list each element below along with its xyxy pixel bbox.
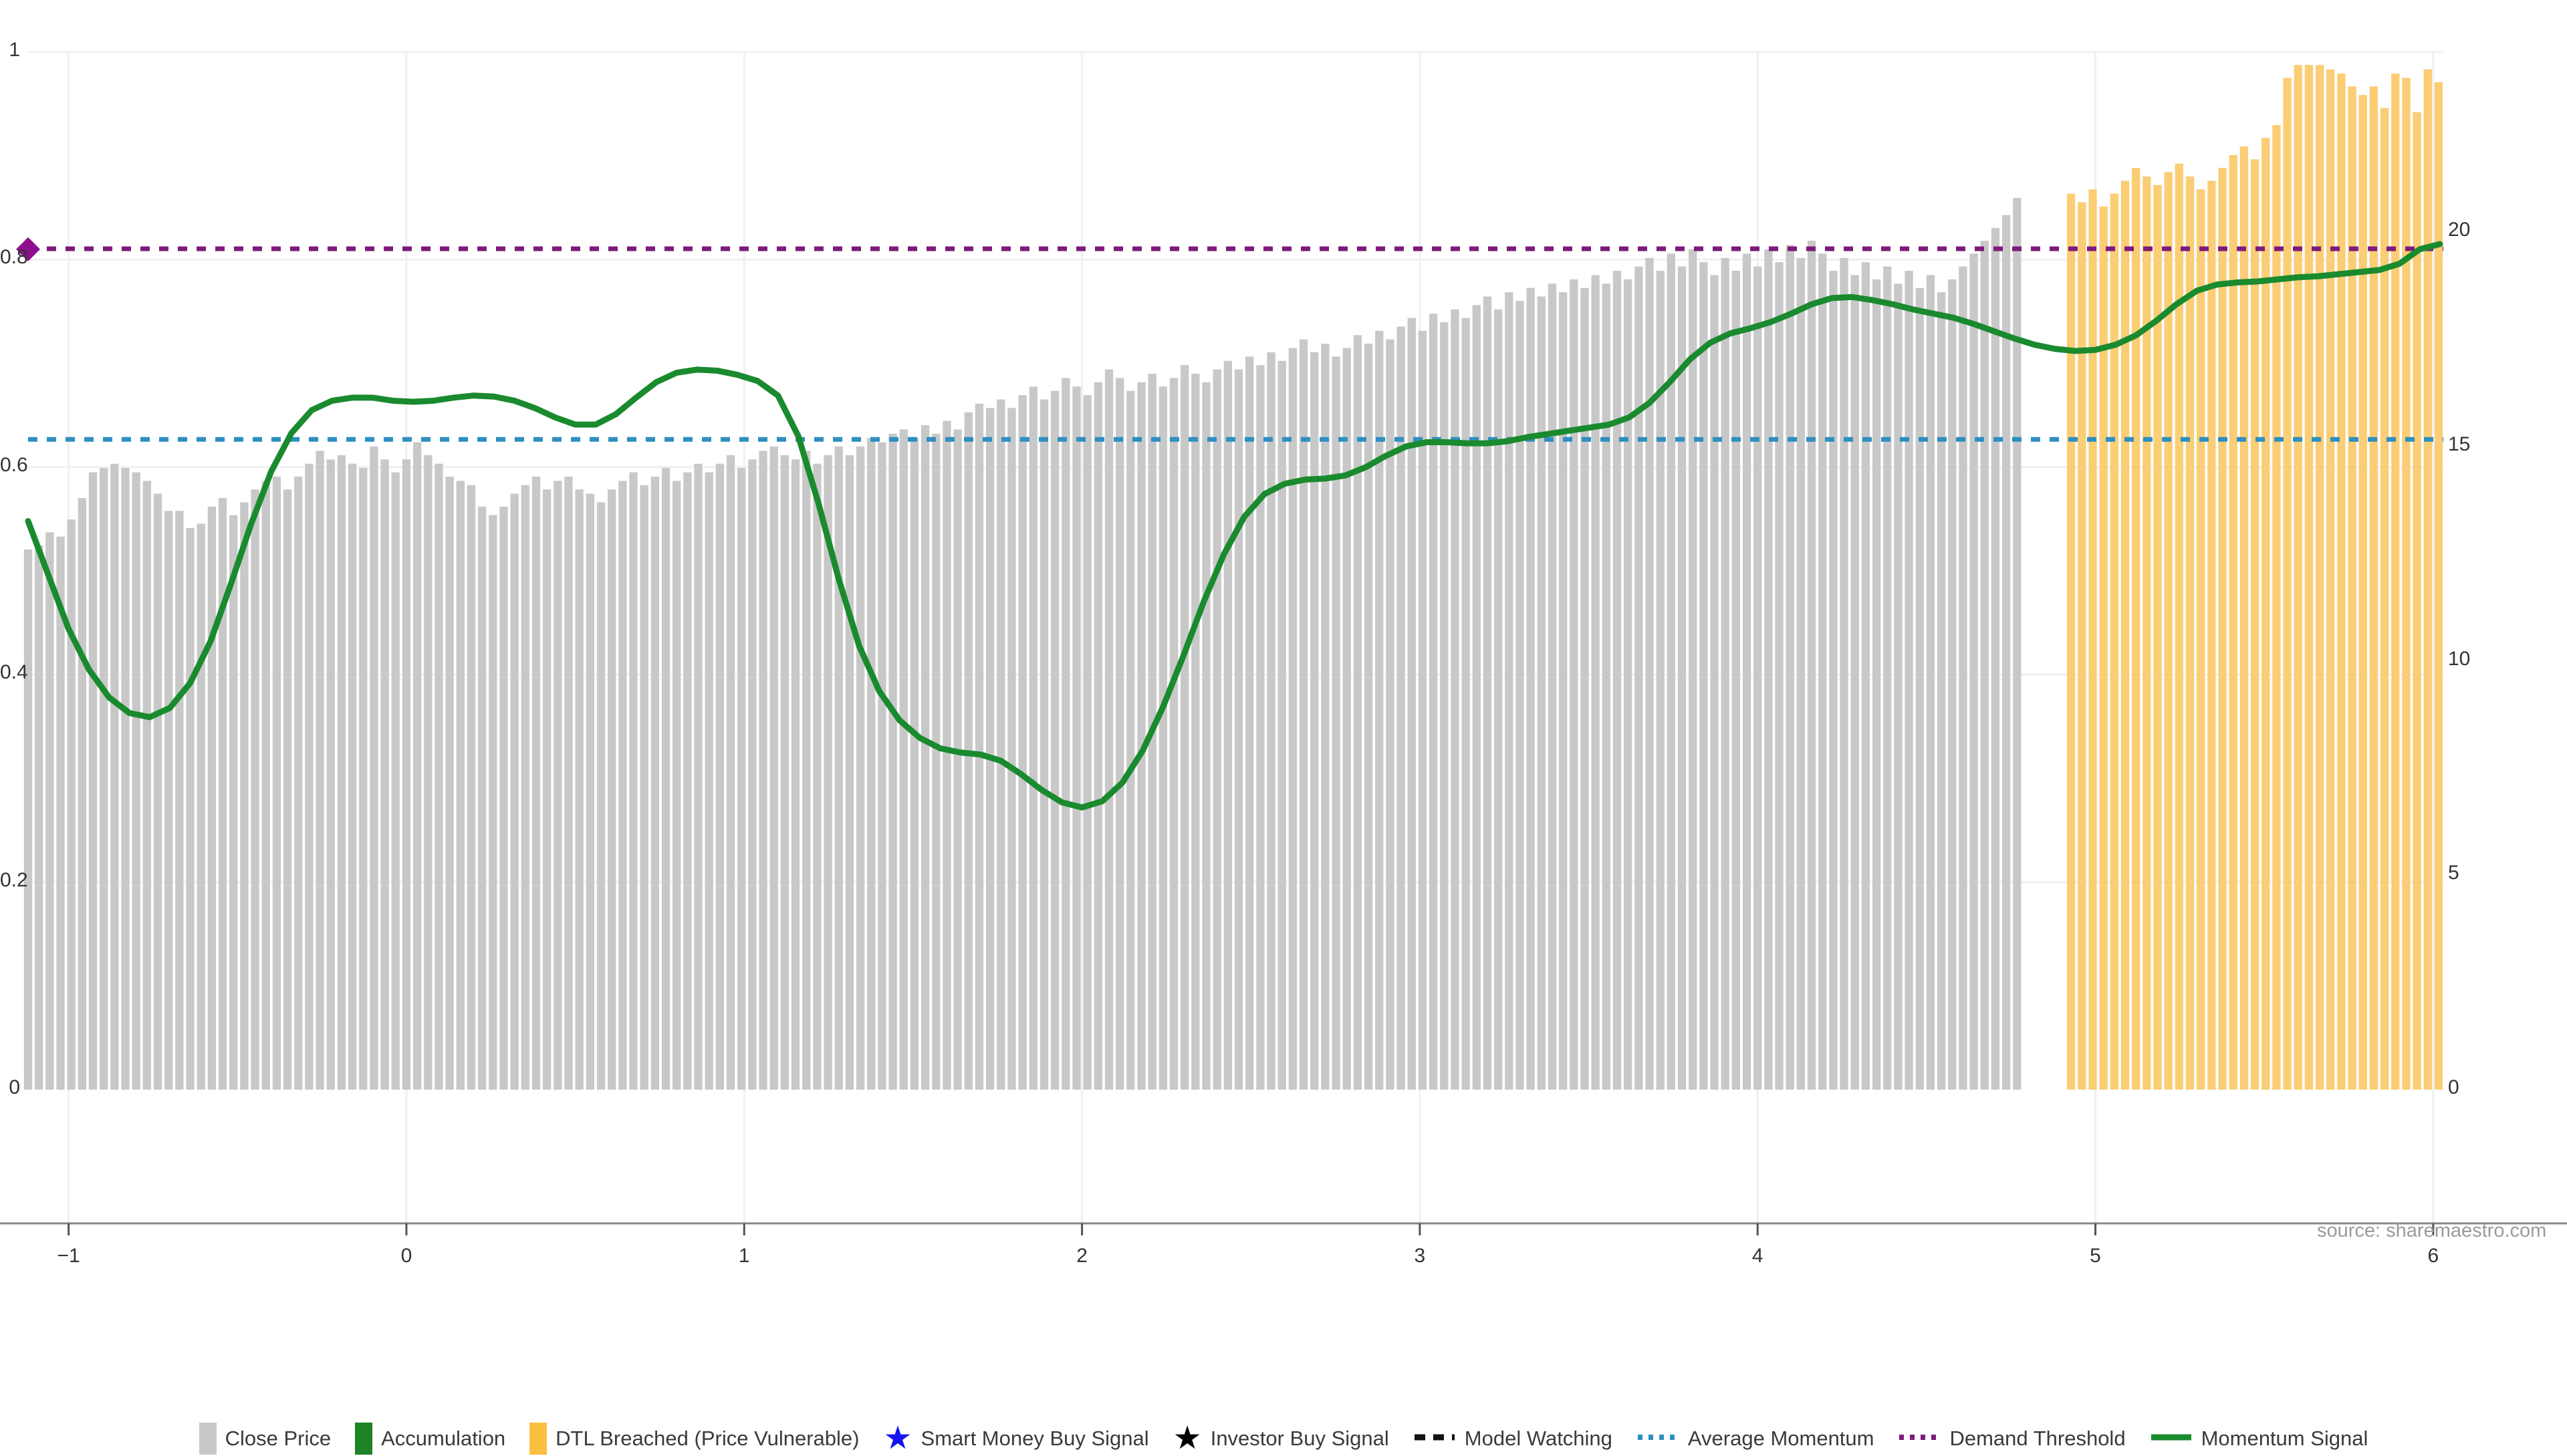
left-axis-tick-label: 1 <box>9 39 20 61</box>
legend-item[interactable]: Average Momentum <box>1636 1427 1874 1451</box>
price-bars <box>23 65 2443 1090</box>
legend-item[interactable]: DTL Breached (Price Vulnerable) <box>529 1423 859 1455</box>
legend-item-label: Model Watching <box>1464 1427 1612 1450</box>
legend-item[interactable]: Momentum Signal <box>2150 1427 2368 1451</box>
legend-item-label: Momentum Signal <box>2201 1427 2368 1450</box>
legend-bar-swatch-icon <box>355 1423 373 1455</box>
legend-item-label: Smart Money Buy Signal <box>921 1427 1149 1450</box>
star-icon: ★ <box>883 1421 912 1456</box>
bottom-axis-tick-label: 5 <box>2090 1245 2101 1267</box>
legend-item-label: Demand Threshold <box>1949 1427 2126 1450</box>
bottom-axis-tick-label: 0 <box>400 1245 412 1267</box>
left-axis-tick-label: 0.2 <box>0 868 28 891</box>
right-axis-tick-label: 20 <box>2448 219 2471 241</box>
left-axis-tick-label: 0.4 <box>0 661 28 684</box>
legend-item[interactable]: Demand Threshold <box>1898 1427 2126 1451</box>
demand-threshold-marker <box>16 237 40 261</box>
right-axis-tick-label: 5 <box>2448 862 2459 884</box>
legend-dashed-line-icon <box>1413 1431 1456 1447</box>
legend-solid-line-icon <box>2150 1431 2193 1447</box>
legend-bar-swatch-icon <box>529 1423 547 1455</box>
right-axis-tick-label: 10 <box>2448 647 2471 670</box>
star-icon: ★ <box>1173 1421 1202 1456</box>
source-attribution: source: sharemaestro.com <box>2317 1220 2547 1241</box>
right-axis-tick-label: 0 <box>2448 1076 2459 1098</box>
bottom-axis-tick-label: 6 <box>2427 1245 2439 1267</box>
legend-dotted-line-icon <box>1636 1431 1679 1447</box>
legend-item-label: Close Price <box>225 1427 332 1450</box>
legend-item-label: Average Momentum <box>1687 1427 1874 1450</box>
bottom-axis-tick-label: 3 <box>1414 1245 1426 1267</box>
left-axis-tick-label: 0.6 <box>0 453 28 476</box>
bottom-axis-tick-label: 2 <box>1076 1245 1088 1267</box>
legend-bar-swatch-icon <box>199 1423 217 1455</box>
right-axis-tick-label: 15 <box>2448 433 2471 456</box>
legend-item-label: Investor Buy Signal <box>1210 1427 1389 1450</box>
left-axis-tick-label: 0.8 <box>0 246 28 269</box>
legend-item[interactable]: Accumulation <box>355 1423 505 1455</box>
bottom-axis-tick-label: −1 <box>57 1245 80 1267</box>
left-axis-tick-label: 0 <box>9 1076 20 1098</box>
momentum-signal-line <box>25 241 2443 811</box>
legend-item[interactable]: ★ Investor Buy Signal <box>1173 1423 1389 1455</box>
legend-item-label: DTL Breached (Price Vulnerable) <box>556 1427 860 1450</box>
legend-item-label: Accumulation <box>381 1427 506 1450</box>
legend-dotted-line-icon <box>1898 1431 1941 1447</box>
chart-legend: Close Price Accumulation DTL Breached (Pri… <box>0 1423 2567 1455</box>
legend-item[interactable]: Model Watching <box>1413 1427 1612 1451</box>
bottom-axis-tick-label: 1 <box>738 1245 750 1267</box>
bottom-axis-tick-label: 4 <box>1751 1245 1763 1267</box>
legend-item[interactable]: ★ Smart Money Buy Signal <box>883 1423 1148 1455</box>
legend-item[interactable]: Close Price <box>199 1423 332 1455</box>
axis-tick-marks <box>68 1223 2435 1235</box>
